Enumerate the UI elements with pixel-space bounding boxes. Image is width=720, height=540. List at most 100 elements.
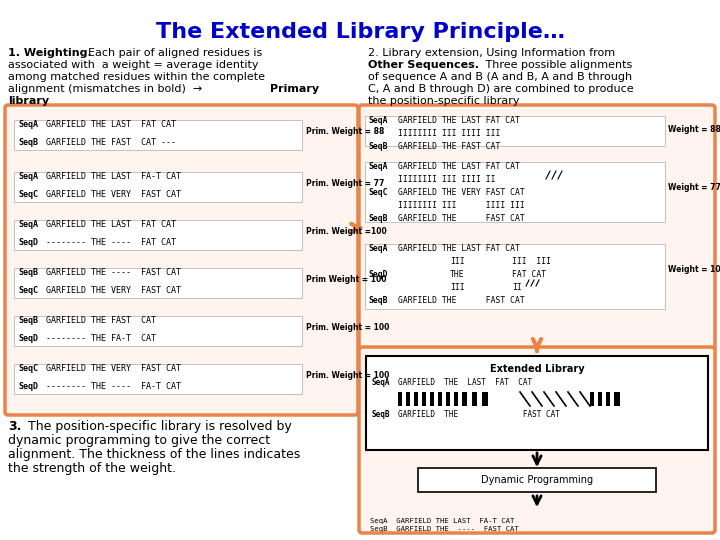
- Text: GARFIELD THE LAST FAT CAT: GARFIELD THE LAST FAT CAT: [398, 162, 520, 171]
- Text: GARFIELD THE LAST  FAT CAT: GARFIELD THE LAST FAT CAT: [46, 220, 176, 229]
- Text: SeqC: SeqC: [18, 190, 38, 199]
- Text: GARFIELD THE FAST CAT: GARFIELD THE FAST CAT: [398, 142, 500, 151]
- Text: The position-specific library is resolved by: The position-specific library is resolve…: [24, 420, 292, 433]
- Text: SeqA: SeqA: [368, 116, 387, 125]
- Bar: [602, 392, 604, 406]
- Text: FAT CAT: FAT CAT: [512, 270, 546, 279]
- Text: GARFIELD THE ----  FAST CAT: GARFIELD THE ---- FAST CAT: [46, 268, 181, 277]
- Bar: [606, 392, 612, 406]
- FancyBboxPatch shape: [418, 468, 656, 492]
- Text: 1. Weighting.: 1. Weighting.: [8, 48, 91, 58]
- Bar: [467, 392, 471, 406]
- Text: III: III: [450, 257, 464, 266]
- Text: SeqC: SeqC: [18, 364, 38, 373]
- Bar: [450, 392, 452, 406]
- Bar: [610, 392, 612, 406]
- Bar: [365, 244, 665, 309]
- Text: GARFIELD THE LAST  FAT CAT: GARFIELD THE LAST FAT CAT: [46, 120, 176, 129]
- Bar: [406, 392, 412, 406]
- Text: GARFIELD THE VERY FAST CAT: GARFIELD THE VERY FAST CAT: [398, 188, 525, 197]
- Bar: [398, 392, 404, 406]
- Bar: [414, 392, 420, 406]
- Text: Other Sequences.: Other Sequences.: [368, 60, 479, 70]
- Text: GARFIELD THE VERY  FAST CAT: GARFIELD THE VERY FAST CAT: [46, 364, 181, 373]
- Text: GARFIELD THE LAST  FA-T CAT: GARFIELD THE LAST FA-T CAT: [46, 172, 181, 181]
- Bar: [418, 392, 420, 406]
- Bar: [14, 120, 302, 150]
- Text: SeqB: SeqB: [18, 268, 38, 277]
- Bar: [365, 162, 665, 222]
- Text: SeqD: SeqD: [18, 238, 38, 247]
- Text: IIIIIIII III IIII III: IIIIIIII III IIII III: [398, 129, 500, 138]
- Text: 2. Library extension, Using Information from: 2. Library extension, Using Information …: [368, 48, 615, 58]
- Bar: [446, 392, 450, 406]
- Text: SeqA  GARFIELD THE LAST  FA-T CAT: SeqA GARFIELD THE LAST FA-T CAT: [370, 518, 514, 524]
- Text: GARFIELD THE FAST  CAT ---: GARFIELD THE FAST CAT ---: [46, 138, 176, 147]
- Text: Prim. Weight = 88: Prim. Weight = 88: [306, 127, 384, 137]
- Text: -------- THE ----  FAT CAT: -------- THE ---- FAT CAT: [46, 238, 176, 247]
- FancyBboxPatch shape: [359, 347, 715, 533]
- Text: III: III: [450, 283, 464, 292]
- Text: Weight = 88: Weight = 88: [668, 125, 720, 133]
- Text: SeqB: SeqB: [18, 316, 38, 325]
- Text: SeqB: SeqB: [368, 296, 387, 305]
- Text: Prim. Weight = 100: Prim. Weight = 100: [306, 372, 390, 381]
- Text: -------- THE ----  FA-T CAT: -------- THE ---- FA-T CAT: [46, 382, 181, 391]
- Text: the strength of the weight.: the strength of the weight.: [8, 462, 176, 475]
- Text: GARFIELD  THE              FAST CAT: GARFIELD THE FAST CAT: [398, 410, 560, 419]
- Bar: [426, 392, 428, 406]
- Text: Prim Weight = 100: Prim Weight = 100: [306, 275, 387, 285]
- Bar: [482, 392, 488, 406]
- Text: SeqA: SeqA: [18, 120, 38, 129]
- Text: IIIIIIII III IIII II: IIIIIIII III IIII II: [398, 175, 495, 184]
- Bar: [14, 364, 302, 394]
- FancyBboxPatch shape: [366, 356, 708, 450]
- Bar: [14, 220, 302, 250]
- Text: among matched residues within the complete: among matched residues within the comple…: [8, 72, 265, 82]
- Text: SeqD: SeqD: [18, 382, 38, 391]
- Bar: [594, 392, 596, 406]
- Bar: [598, 392, 604, 406]
- Bar: [472, 392, 478, 406]
- Bar: [454, 392, 458, 406]
- Bar: [14, 268, 302, 298]
- Text: SeqA: SeqA: [18, 172, 38, 181]
- Text: associated with  a weight = average identity: associated with a weight = average ident…: [8, 60, 258, 70]
- Bar: [442, 392, 444, 406]
- Text: Primary: Primary: [270, 84, 319, 94]
- Text: SeqD: SeqD: [18, 334, 38, 343]
- Text: C, A and B through D) are combined to produce: C, A and B through D) are combined to pr…: [368, 84, 634, 94]
- Text: SeqB  GARFIELD THE  ----  FAST CAT: SeqB GARFIELD THE ---- FAST CAT: [370, 526, 518, 532]
- Text: The Extended Library Principle…: The Extended Library Principle…: [156, 22, 564, 42]
- Text: alignment (mismatches in bold)  →: alignment (mismatches in bold) →: [8, 84, 210, 94]
- Bar: [410, 392, 412, 406]
- Text: Prim. Weight =100: Prim. Weight =100: [306, 227, 387, 237]
- Text: Dynamic Programming: Dynamic Programming: [481, 475, 593, 485]
- Text: Weight = 77: Weight = 77: [668, 184, 720, 192]
- Text: alignment. The thickness of the lines indicates: alignment. The thickness of the lines in…: [8, 448, 300, 461]
- Text: III  III: III III: [512, 257, 551, 266]
- Text: Three possible alignments: Three possible alignments: [482, 60, 632, 70]
- Text: Weight = 100: Weight = 100: [668, 266, 720, 274]
- Text: SeqC: SeqC: [18, 286, 38, 295]
- Text: SeqB: SeqB: [368, 214, 387, 223]
- Bar: [438, 392, 442, 406]
- Text: -------- THE FA-T  CAT: -------- THE FA-T CAT: [46, 334, 156, 343]
- Text: Prim. Weight = 100: Prim. Weight = 100: [306, 323, 390, 333]
- Text: GARFIELD THE LAST FAT CAT: GARFIELD THE LAST FAT CAT: [398, 116, 520, 125]
- Text: the position-specific library: the position-specific library: [368, 96, 520, 106]
- Text: Each pair of aligned residues is: Each pair of aligned residues is: [88, 48, 262, 58]
- Text: library: library: [8, 96, 49, 106]
- Bar: [365, 116, 665, 146]
- Text: SeqA: SeqA: [368, 244, 387, 253]
- Text: GARFIELD THE      FAST CAT: GARFIELD THE FAST CAT: [398, 214, 525, 223]
- Text: SeqA: SeqA: [372, 378, 390, 387]
- Bar: [14, 316, 302, 346]
- FancyBboxPatch shape: [5, 105, 358, 415]
- Text: THE: THE: [450, 270, 464, 279]
- Text: IIIIIIII III      IIII III: IIIIIIII III IIII III: [398, 201, 525, 210]
- Text: GARFIELD  THE  LAST  FAT  CAT: GARFIELD THE LAST FAT CAT: [398, 378, 532, 387]
- Text: of sequence A and B (A and B, A and B through: of sequence A and B (A and B, A and B th…: [368, 72, 632, 82]
- Bar: [402, 392, 404, 406]
- Text: 3.: 3.: [8, 420, 22, 433]
